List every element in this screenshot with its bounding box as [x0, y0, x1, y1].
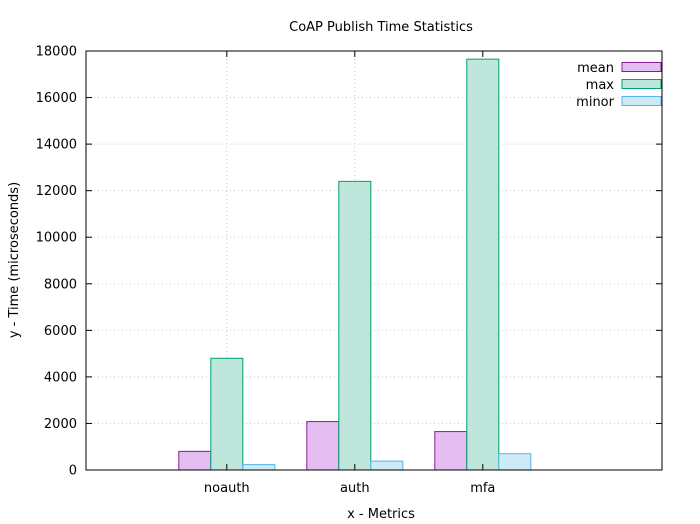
- y-axis-label: y - Time (microseconds): [7, 182, 22, 338]
- y-tick-label: 0: [69, 464, 77, 479]
- bar-minor-auth: [370, 460, 404, 471]
- y-tick-label: 4000: [44, 370, 77, 385]
- y-tick-label: 16000: [36, 91, 77, 106]
- y-tick-label: 10000: [36, 231, 77, 246]
- bar-minor-mfa: [498, 453, 532, 471]
- legend-label-max: max: [586, 78, 615, 93]
- plot-frame: [85, 50, 663, 471]
- x-axis-label: x - Metrics: [347, 507, 415, 522]
- bars: [178, 58, 532, 471]
- y-tick-label: 12000: [36, 184, 77, 199]
- x-tick-label: noauth: [204, 481, 250, 496]
- x-tick-label: mfa: [470, 481, 495, 496]
- y-tick-label: 18000: [36, 45, 77, 60]
- x-tick-label: auth: [340, 481, 370, 496]
- legend-label-minor: minor: [576, 95, 614, 110]
- legend-swatch-mean: [621, 62, 662, 72]
- legend-swatch-max: [621, 79, 662, 89]
- bar-mean-auth: [306, 421, 340, 471]
- y-tick-label: 2000: [44, 417, 77, 432]
- bar-minor-noauth: [242, 464, 276, 471]
- y-tick-label: 6000: [44, 324, 77, 339]
- legend-swatch-minor: [621, 96, 662, 106]
- legend: mean max minor: [576, 61, 662, 110]
- y-axis: 0 2000 4000 6000 8000 10000 12000 14000 16000 180…: [36, 45, 662, 479]
- y-tick-label: 8000: [44, 277, 77, 292]
- chart-title: CoAP Publish Time Statistics: [289, 20, 473, 35]
- legend-label-mean: mean: [577, 61, 614, 76]
- bar-max-auth: [338, 180, 372, 471]
- y-tick-label: 14000: [36, 138, 77, 153]
- bar-max-noauth: [210, 357, 244, 471]
- bar-mean-mfa: [434, 431, 468, 471]
- bar-mean-noauth: [178, 450, 212, 471]
- x-axis: noauth auth mfa: [204, 51, 495, 496]
- bar-max-mfa: [466, 58, 500, 471]
- grid: [86, 51, 662, 470]
